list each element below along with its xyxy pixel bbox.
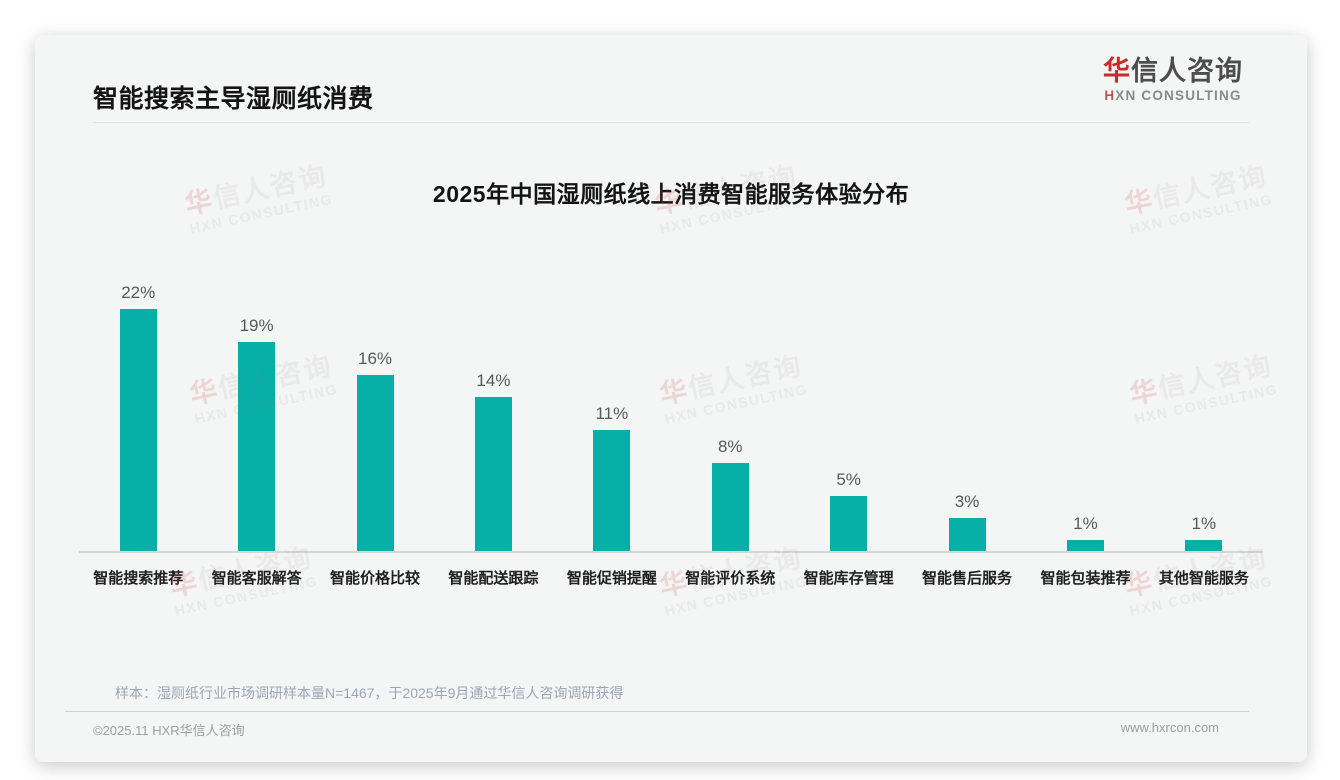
bar-zone: 22% bbox=[79, 271, 197, 551]
bar-column: 5% 智能库存管理 bbox=[789, 271, 907, 588]
category-label: 智能搜索推荐 bbox=[93, 570, 184, 587]
bar-column: 1% 智能包装推荐 bbox=[1026, 271, 1144, 588]
x-axis-line bbox=[79, 551, 1263, 553]
category-label: 智能配送跟踪 bbox=[448, 570, 539, 587]
brand-logo-en: HXN CONSULTING bbox=[1104, 87, 1242, 103]
bar bbox=[1185, 540, 1223, 551]
bar-zone: 3% bbox=[908, 271, 1026, 551]
bar bbox=[830, 496, 868, 551]
bar-zone: 1% bbox=[1145, 271, 1263, 551]
bar bbox=[474, 397, 512, 551]
bar-value-label: 3% bbox=[954, 492, 980, 511]
bar-zone: 11% bbox=[553, 271, 671, 551]
bar bbox=[948, 518, 986, 551]
bar-value-label: 5% bbox=[836, 470, 861, 489]
bar-value-label: 19% bbox=[239, 316, 274, 335]
bar-column: 14% 智能配送跟踪 bbox=[434, 271, 552, 588]
bar-value-label: 8% bbox=[717, 437, 743, 456]
category-label: 智能客服解答 bbox=[211, 570, 302, 587]
sample-note: 样本：湿厕纸行业市场调研样本量N=1467，于2025年9月通过华信人咨询调研获… bbox=[115, 685, 624, 701]
bar bbox=[711, 463, 749, 551]
category-label: 其他智能服务 bbox=[1158, 570, 1249, 587]
bar-value-label: 1% bbox=[1191, 514, 1217, 533]
bar-column: 16% 智能价格比较 bbox=[316, 271, 434, 588]
bar-zone: 19% bbox=[197, 271, 315, 551]
category-label: 智能售后服务 bbox=[922, 570, 1013, 587]
website-text: www.hxrcon.com bbox=[1120, 720, 1219, 735]
bar-zone: 14% bbox=[434, 271, 552, 551]
bar bbox=[593, 430, 631, 551]
report-card: 智能搜索主导湿厕纸消费 华信人咨询 HXN CONSULTING 2025年中国… bbox=[35, 35, 1307, 762]
bar-column: 22% 智能搜索推荐 bbox=[79, 271, 197, 588]
category-label: 智能促销提醒 bbox=[566, 570, 657, 587]
bar-zone: 8% bbox=[671, 271, 789, 551]
bar-zone: 16% bbox=[316, 271, 434, 551]
bar bbox=[356, 375, 394, 551]
copyright-text: ©2025.11 HXR华信人咨询 bbox=[93, 723, 245, 738]
bar-column: 1% 其他智能服务 bbox=[1145, 271, 1263, 588]
chart-title: 2025年中国湿厕纸线上消费智能服务体验分布 bbox=[432, 181, 910, 207]
bar bbox=[119, 309, 157, 551]
bar-column: 3% 智能售后服务 bbox=[908, 271, 1026, 588]
bar-column: 8% 智能评价系统 bbox=[671, 271, 789, 588]
page-title: 智能搜索主导湿厕纸消费 bbox=[93, 85, 374, 113]
footer-divider bbox=[65, 711, 1249, 712]
bar-zone: 5% bbox=[789, 271, 907, 551]
brand-logo: 华信人咨询 HXN CONSULTING bbox=[1103, 56, 1243, 104]
header-divider bbox=[93, 122, 1249, 123]
bar-value-label: 11% bbox=[595, 404, 629, 423]
category-label: 智能价格比较 bbox=[330, 570, 421, 587]
category-label: 智能评价系统 bbox=[685, 570, 776, 587]
brand-logo-cn: 华信人咨询 bbox=[1103, 56, 1243, 86]
bar-value-label: 14% bbox=[476, 371, 511, 390]
bar-chart: 22% 智能搜索推荐 19% 智能客服解答 16% 智能价格比较 14% 智能配送跟踪 11% 智… bbox=[79, 271, 1263, 588]
bar-value-label: 16% bbox=[358, 349, 393, 368]
bar-value-label: 22% bbox=[121, 283, 156, 302]
category-label: 智能库存管理 bbox=[803, 570, 894, 587]
bar-column: 19% 智能客服解答 bbox=[197, 271, 315, 588]
bar-column: 11% 智能促销提醒 bbox=[553, 271, 671, 588]
footer: ©2025.11 HXR华信人咨询 www.hxrcon.com bbox=[93, 720, 1219, 739]
bar bbox=[238, 342, 276, 551]
bar-value-label: 1% bbox=[1073, 514, 1098, 533]
category-label: 智能包装推荐 bbox=[1040, 570, 1131, 587]
bar bbox=[1066, 540, 1104, 551]
bar-zone: 1% bbox=[1026, 271, 1144, 551]
